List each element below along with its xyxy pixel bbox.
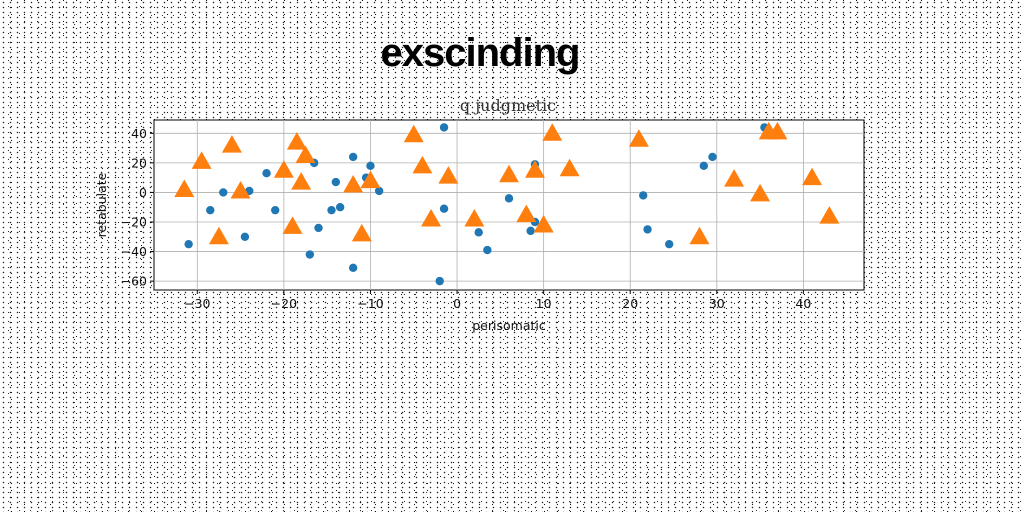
x-tick-label: 20 (622, 296, 638, 311)
triangle-point (421, 209, 442, 227)
y-axis-label: retabulate (94, 172, 109, 237)
triangle-point (295, 145, 316, 163)
triangle-point (767, 121, 788, 140)
circle-point (435, 276, 444, 286)
circle-point (348, 152, 358, 162)
triangle-point (191, 151, 212, 169)
x-tick-label: −20 (271, 296, 297, 311)
triangle-point (343, 175, 364, 193)
triangle-point (524, 160, 545, 178)
circle-point (305, 250, 315, 259)
circle-point (439, 123, 449, 132)
y-tick-label: 40 (131, 126, 147, 141)
x-tick-label: 10 (536, 296, 552, 311)
triangle-point (412, 155, 433, 174)
circle-point (439, 204, 449, 213)
y-tick-label: −60 (121, 274, 147, 289)
circle-point (708, 152, 717, 162)
circle-point (335, 203, 345, 212)
triangle-point (750, 183, 771, 202)
chart-title: q judgmetic (460, 96, 556, 115)
x-tick-label: 30 (709, 296, 725, 311)
y-tick-label: −40 (121, 244, 147, 259)
triangle-point (174, 179, 195, 197)
circle-point (643, 225, 652, 234)
triangle-point (559, 158, 580, 177)
circle-point (219, 188, 228, 197)
triangle-point (286, 132, 307, 150)
x-tick-label: 0 (453, 296, 461, 311)
y-tick-label: 0 (139, 185, 147, 200)
x-tick-label: 40 (795, 296, 811, 311)
circle-point (374, 186, 384, 196)
circle-point (262, 169, 271, 178)
triangle-point (282, 216, 303, 234)
circle-point (348, 263, 358, 273)
triangle-point (628, 129, 649, 147)
circle-point (271, 205, 280, 215)
circle-point (327, 205, 336, 215)
data-marks (174, 121, 840, 286)
circle-point (366, 161, 375, 171)
circle-point (639, 191, 648, 200)
triangle-point (689, 226, 710, 245)
circle-point (526, 226, 535, 236)
triangle-point (351, 223, 372, 242)
circle-point (240, 232, 250, 241)
triangle-point (360, 170, 381, 189)
triangle-point (724, 169, 745, 187)
plot-area (153, 119, 865, 291)
triangle-point (464, 209, 485, 227)
x-axis-label: perisomatic (472, 318, 546, 333)
circle-point (483, 245, 492, 255)
triangle-point (221, 135, 242, 153)
chart-suptitle: exscinding (381, 31, 580, 75)
circle-point (206, 205, 215, 215)
triangle-point (542, 123, 563, 141)
circle-point (314, 223, 323, 233)
circle-point (184, 239, 193, 249)
circle-point (664, 239, 674, 249)
triangle-point (533, 214, 554, 233)
triangle-point (403, 124, 424, 143)
triangle-point (291, 172, 312, 190)
axis-ticks: −30 −20 −10 0 10 20 30 40 −60 −40 −20 0 20 40 (121, 126, 812, 311)
circle-point (699, 161, 709, 171)
triangle-point (819, 206, 840, 224)
y-tick-label: 20 (131, 155, 147, 170)
circle-point (504, 194, 514, 203)
triangle-point (438, 166, 459, 184)
circle-point (474, 228, 483, 237)
triangle-point (802, 167, 823, 186)
x-tick-label: −10 (357, 296, 383, 311)
gridlines (154, 120, 864, 290)
triangle-point (273, 160, 294, 178)
triangle-point (208, 226, 229, 245)
circle-point (331, 177, 341, 187)
y-tick-label: −20 (121, 215, 147, 230)
triangle-point (230, 180, 251, 199)
x-tick-label: −30 (184, 296, 210, 311)
triangle-point (516, 204, 537, 223)
triangle-point (499, 164, 519, 183)
